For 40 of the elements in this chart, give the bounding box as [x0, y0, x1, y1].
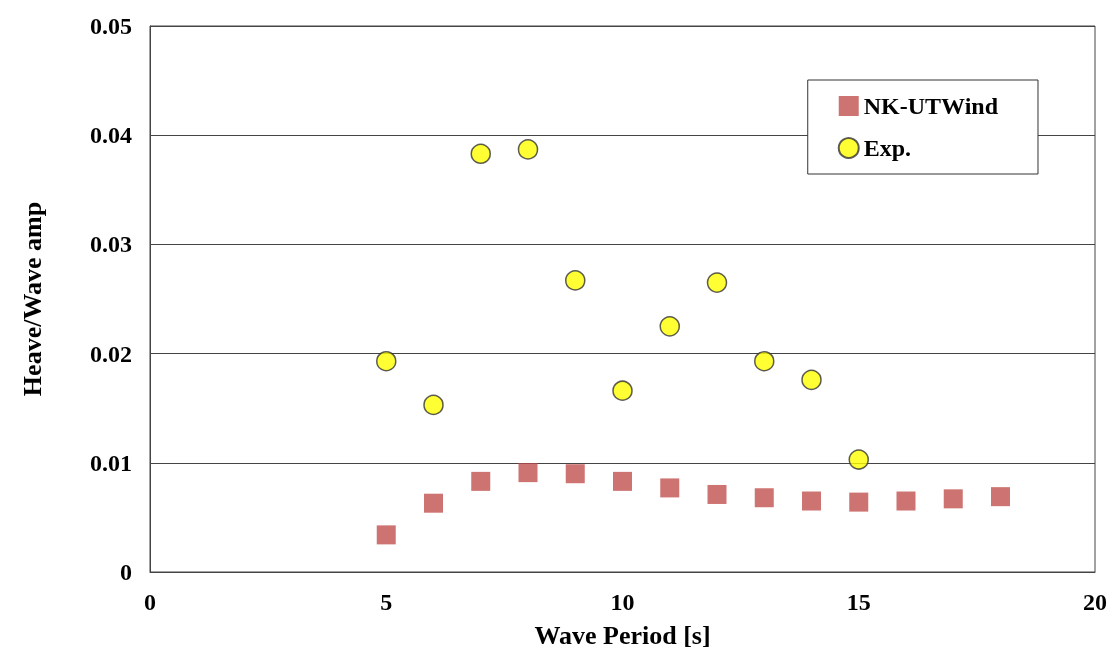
point [991, 487, 1010, 507]
point [754, 488, 774, 508]
point [471, 471, 491, 491]
point [848, 449, 869, 470]
point [424, 493, 443, 513]
point [612, 380, 633, 401]
point [376, 525, 396, 545]
point [423, 394, 444, 416]
legend-label: Exp. [863, 135, 912, 161]
x-tick-label: 10 [610, 589, 635, 615]
point [470, 143, 491, 165]
y-tick-label: 0.03 [90, 231, 132, 258]
x-axis-title: Wave Period [s] [534, 620, 711, 650]
x-tick-label: 0 [144, 589, 156, 615]
point [659, 316, 680, 337]
point [802, 491, 821, 511]
point [849, 492, 869, 512]
point [565, 464, 585, 484]
point [613, 471, 632, 491]
point [801, 369, 822, 391]
point [896, 491, 916, 511]
y-tick-label: 0.02 [90, 340, 132, 367]
point [706, 272, 728, 293]
x-tick-label: 15 [846, 589, 871, 615]
point [943, 489, 963, 509]
point [518, 463, 538, 483]
x-tick-label: 5 [380, 589, 393, 615]
y-tick-label: 0.05 [90, 13, 132, 39]
x-tick-label: 20 [1083, 589, 1107, 615]
y-tick-label: 0.04 [90, 122, 132, 149]
point [565, 270, 586, 291]
point [754, 351, 775, 372]
point [660, 478, 680, 498]
point [376, 351, 397, 372]
point [707, 484, 727, 504]
y-tick-label: 0.01 [90, 449, 132, 476]
legend-label: NK-UTWind [863, 93, 999, 119]
y-axis-title: Heave/Wave amp [17, 201, 47, 397]
y-tick-label: 0 [120, 559, 132, 585]
point [517, 139, 539, 160]
